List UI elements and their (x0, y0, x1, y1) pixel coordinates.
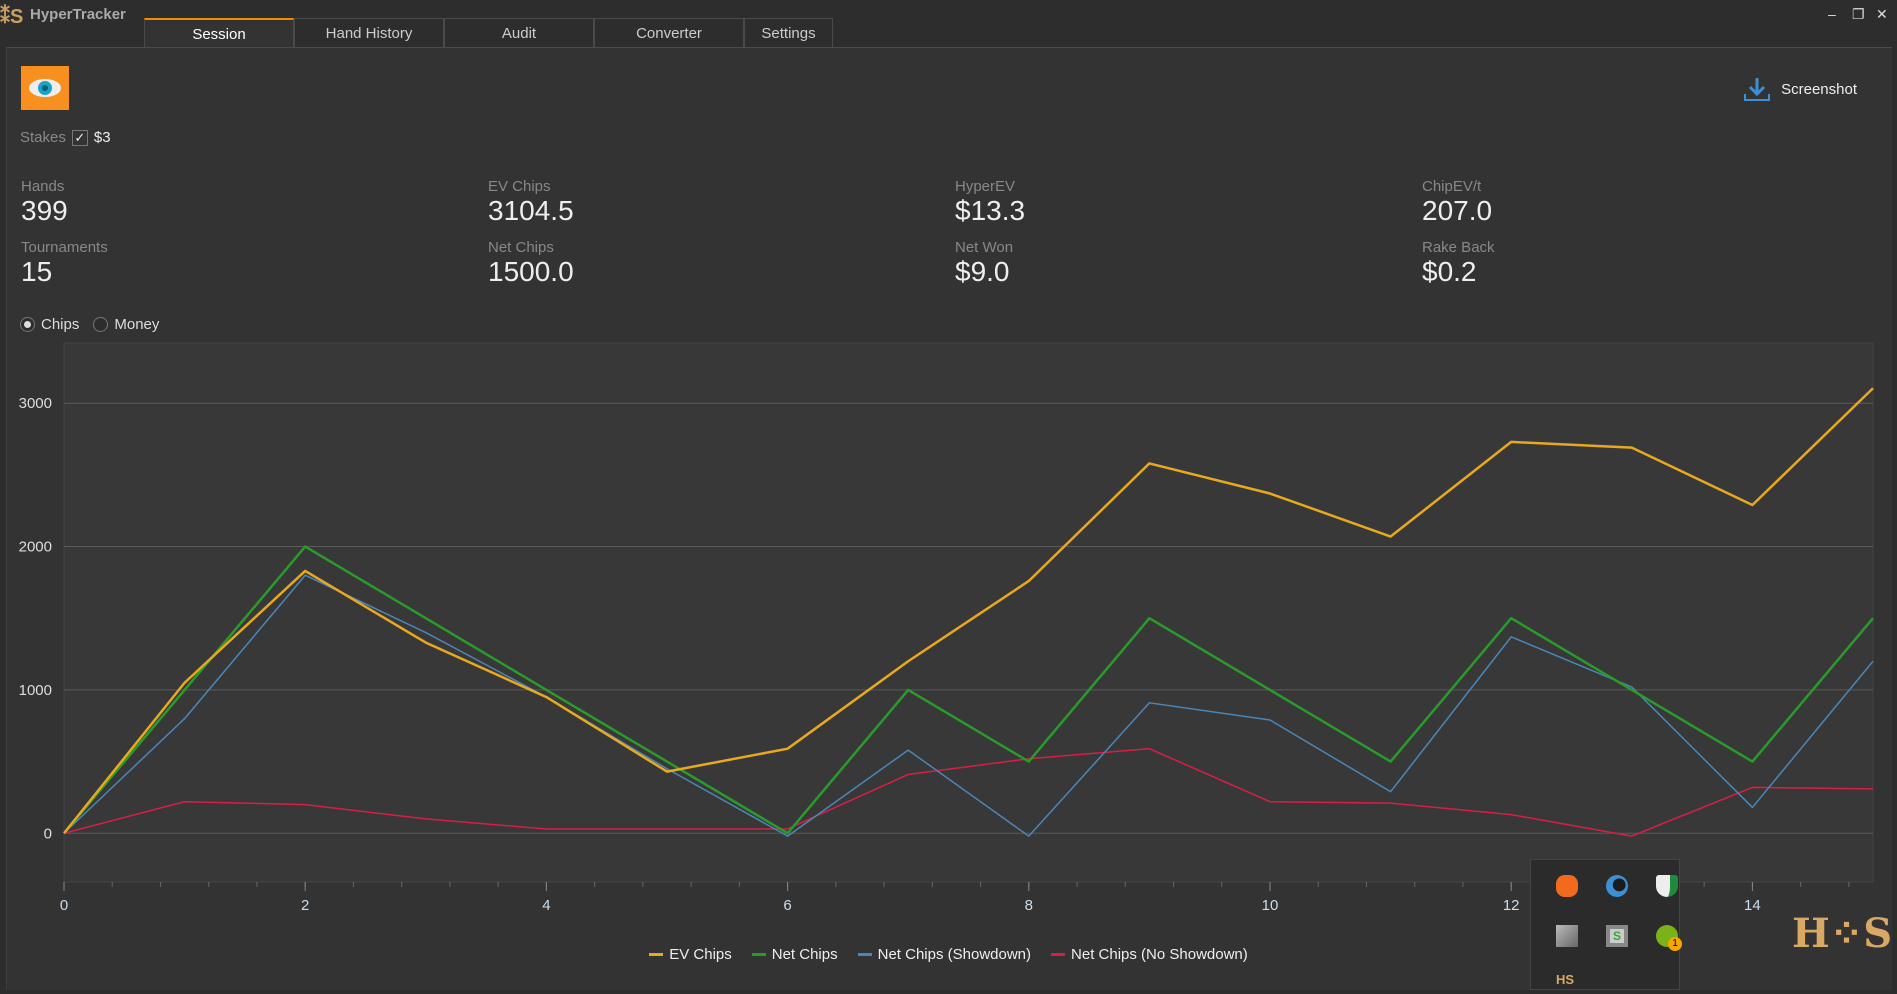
legend-swatch (649, 953, 664, 956)
minimize-button[interactable]: – (1828, 6, 1836, 22)
legend-swatch (857, 953, 872, 956)
eye-icon (29, 79, 61, 97)
stat-label: Rake Back (1422, 239, 1495, 256)
stat-tournaments: Tournaments 15 (21, 239, 108, 288)
stat-value: 399 (21, 195, 68, 226)
stat-label: EV Chips (488, 178, 551, 195)
browser-icon[interactable] (1606, 875, 1628, 897)
chips-chart: 0 1000 2000 3000 0 2 4 6 8 10 12 14 (19, 342, 1874, 914)
stat-label: Hands (21, 178, 65, 195)
x-tick-label: 12 (1503, 897, 1520, 914)
x-tick-label: 6 (783, 897, 791, 914)
plot-area (63, 342, 1874, 883)
money-radio[interactable]: Money (93, 316, 159, 333)
legend-label: Net Chips (771, 946, 838, 963)
x-tick-label: 14 (1744, 897, 1761, 914)
legend-swatch (1051, 953, 1066, 956)
stat-rake-back: Rake Back $0.2 (1422, 239, 1495, 288)
notification-icon[interactable]: 1 (1656, 925, 1682, 951)
y-tick-label: 0 (44, 825, 52, 842)
x-tick-label: 0 (60, 897, 68, 914)
hs-watermark-logo: H⁘S (1792, 910, 1893, 957)
hs-icon[interactable]: HS (1556, 972, 1575, 987)
stat-value: 207.0 (1422, 195, 1493, 226)
x-tick-label: 4 (542, 897, 550, 914)
stat-net-chips: Net Chips 1500.0 (488, 239, 574, 288)
mode-selector: Chips Money (20, 316, 159, 333)
sync-icon[interactable]: S (1606, 925, 1628, 947)
legend-ev-chips[interactable]: EV Chips (649, 946, 732, 963)
app-title: HyperTracker (30, 6, 126, 23)
tab-hand-history[interactable]: Hand History (294, 18, 444, 48)
chart-legend: EV Chips Net Chips Net Chips (Showdown) … (0, 946, 1897, 963)
y-tick-label: 3000 (19, 395, 52, 412)
y-tick-label: 2000 (19, 539, 52, 556)
app-icon[interactable] (1556, 925, 1578, 947)
app-logo-icon: ⁑S (0, 6, 24, 28)
stakes-checkbox[interactable]: ✓ (71, 129, 88, 146)
legend-label: EV Chips (669, 946, 732, 963)
series-line-ev-chips (63, 387, 1874, 835)
stat-ev-chips: EV Chips 3104.5 (488, 178, 574, 227)
legend-net-chips-no-showdown[interactable]: Net Chips (No Showdown) (1051, 946, 1248, 963)
tab-session[interactable]: Session (144, 18, 294, 48)
stat-net-won: Net Won $9.0 (955, 239, 1013, 288)
screenshot-button[interactable]: Screenshot (1743, 76, 1857, 102)
main-tabs: Session Hand History Audit Converter Set… (144, 18, 833, 48)
defender-icon[interactable] (1656, 875, 1678, 897)
stat-value: $13.3 (955, 195, 1026, 226)
stat-value: 15 (21, 256, 53, 287)
stakes-label: Stakes (20, 129, 66, 146)
chips-label: Chips (41, 316, 80, 333)
chips-radio[interactable]: Chips (20, 316, 79, 333)
tab-converter[interactable]: Converter (594, 18, 744, 48)
legend-label: Net Chips (No Showdown) (1071, 946, 1248, 963)
radio-indicator (20, 317, 35, 332)
stat-value: 3104.5 (488, 195, 574, 226)
series-line-net-chips-no-showdown (63, 747, 1874, 837)
stat-label: HyperEV (955, 178, 1016, 195)
stat-value: $9.0 (955, 256, 1010, 287)
restore-button[interactable]: ❐ (1852, 6, 1865, 22)
stat-hands: Hands 399 (21, 178, 68, 227)
series-line-net-chips (63, 545, 1874, 835)
x-tick-label: 10 (1262, 897, 1279, 914)
money-label: Money (114, 316, 160, 333)
radio-indicator (93, 317, 109, 332)
stat-value: 1500.0 (488, 256, 574, 287)
stat-value: $0.2 (1422, 256, 1477, 287)
stat-label: Tournaments (21, 239, 108, 256)
stat-hyperev: HyperEV $13.3 (955, 178, 1025, 227)
tab-audit[interactable]: Audit (444, 18, 594, 48)
screenshot-label: Screenshot (1781, 80, 1857, 98)
avast-icon[interactable] (1556, 875, 1578, 897)
stat-label: Net Chips (488, 239, 554, 256)
legend-net-chips-showdown[interactable]: Net Chips (Showdown) (857, 946, 1032, 963)
eye-toggle-button[interactable] (21, 66, 69, 110)
close-button[interactable]: ✕ (1876, 6, 1888, 22)
legend-net-chips[interactable]: Net Chips (751, 946, 838, 963)
download-icon (1744, 78, 1771, 101)
stat-chipev-t: ChipEV/t 207.0 (1422, 178, 1492, 227)
legend-label: Net Chips (Showdown) (877, 946, 1032, 963)
y-tick-label: 1000 (19, 682, 52, 699)
title-bar: ⁑S HyperTracker Session Hand History Aud… (0, 0, 1897, 48)
legend-swatch (751, 953, 766, 956)
stakes-filter: Stakes ✓ $3 (20, 129, 111, 146)
series-line-net-chips-showdown (63, 574, 1874, 837)
x-tick-label: 8 (1025, 897, 1033, 914)
tab-settings[interactable]: Settings (744, 18, 833, 48)
x-tick-label: 2 (301, 897, 309, 914)
notification-badge: 1 (1668, 937, 1682, 951)
stat-label: Net Won (955, 239, 1014, 256)
stat-label: ChipEV/t (1422, 178, 1482, 195)
stakes-value: $3 (93, 129, 111, 146)
system-tray-overflow: S 1 HS (1530, 859, 1682, 990)
